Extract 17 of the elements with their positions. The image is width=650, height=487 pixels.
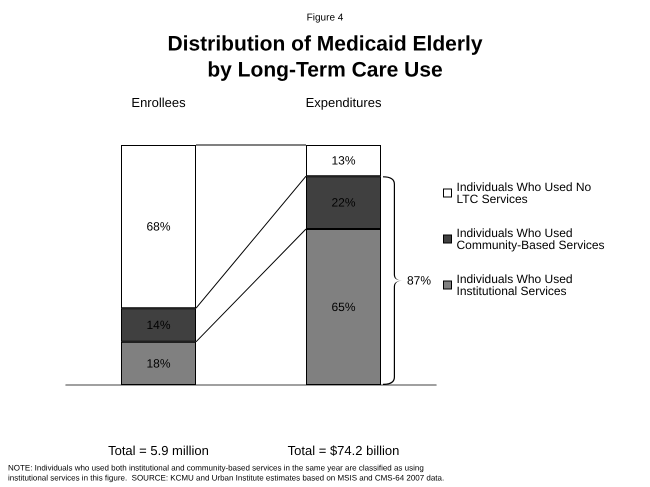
data-label: 65% [331,300,356,314]
chart-subtitle: Figure 4 [306,12,344,24]
legend-label: Individuals Who Used Community-Based Services [456,226,605,252]
x-tick-label: Enrollees [131,95,186,110]
text: Total = $74.2 billion [288,443,400,458]
legend-label: Individuals Who Used Institutional Services [456,272,576,298]
text: NOTE: Individuals who used both institutional and community-based services in the same year are classified as using institutional services in this figure. SOURCE: KCMU and Urban Institute estimates based on MSIS and CMS-64 2007 data. [8,464,444,482]
data-label: 22% [331,196,356,210]
data-label: 13% [331,154,356,168]
annotation: 87% [407,274,432,288]
text: Total = 5.9 million [108,443,209,458]
data-label: 14% [146,318,171,332]
data-label: 18% [146,356,171,370]
legend-label: Individuals Who Used No LTC Services [456,180,595,206]
data-label: 68% [146,220,171,234]
x-tick-label: Expenditures [306,95,382,110]
chart-title: Distribution of Medicaid Elderly by Long-Term Care Use [167,32,483,82]
